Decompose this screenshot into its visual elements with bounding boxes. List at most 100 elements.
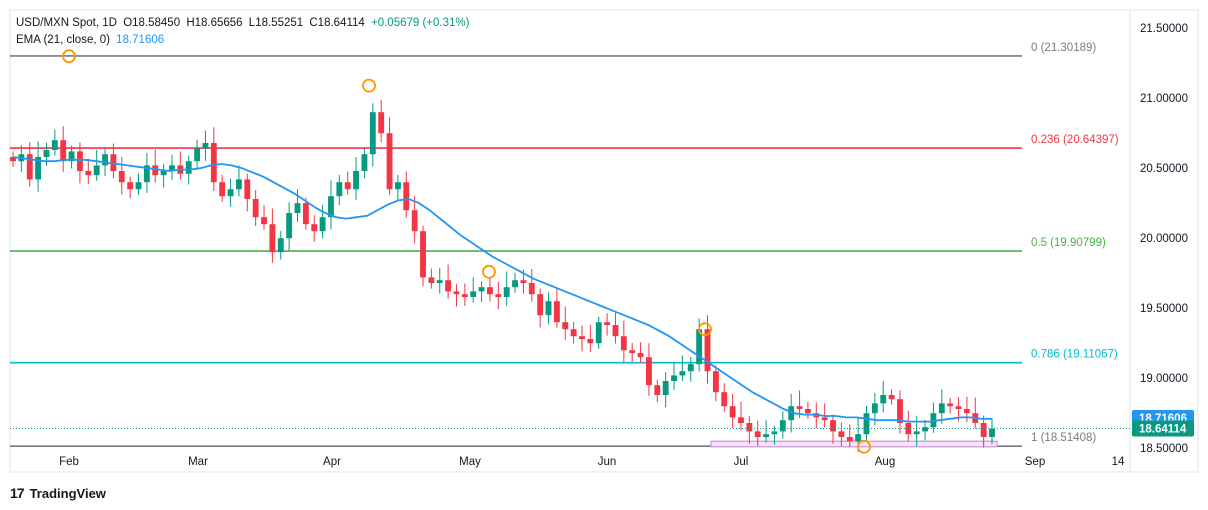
candle-body: [386, 133, 393, 190]
candle-body: [704, 329, 711, 372]
candle-body: [194, 148, 201, 162]
candle-body: [671, 375, 677, 381]
candle-body: [43, 150, 50, 157]
candle-body: [553, 301, 560, 323]
candle-body: [746, 423, 753, 432]
ema-label[interactable]: EMA (21, close, 0): [16, 34, 110, 46]
candle-body: [428, 277, 435, 283]
candle-body: [445, 280, 452, 292]
candle-body: [947, 403, 954, 407]
candle-body: [394, 182, 401, 190]
candle-body: [679, 371, 686, 376]
x-tick-label: Jun: [598, 456, 617, 468]
candle-body: [763, 434, 770, 437]
candle-body: [612, 325, 619, 337]
candle-body: [721, 392, 728, 407]
candle-body: [880, 395, 887, 404]
candle-body: [754, 431, 761, 437]
candle-body: [512, 280, 518, 288]
candle-body: [361, 154, 368, 171]
candle-body: [503, 287, 510, 297]
candle-body: [905, 423, 912, 435]
y-tick-label: 19.50000: [1140, 303, 1188, 315]
price-axis[interactable]: [1129, 9, 1199, 473]
candle-body: [286, 213, 293, 239]
candle-body: [662, 381, 669, 395]
swing-marker: [482, 264, 496, 279]
ema-value: 18.71606: [116, 34, 165, 46]
swing-marker: [362, 78, 376, 93]
candle-body: [738, 417, 744, 423]
candle-body: [570, 329, 577, 337]
high-value: H18.65656: [186, 17, 243, 29]
candle-body: [562, 322, 569, 330]
candle-body: [654, 385, 661, 395]
change-value: +0.05679 (+0.31%): [371, 17, 470, 29]
candle-body: [712, 371, 719, 393]
candle-body: [420, 231, 426, 278]
candle-body: [235, 179, 242, 190]
symbol-label[interactable]: USD/MXN Spot, 1D: [16, 17, 117, 29]
candle-body: [10, 157, 16, 162]
candle-body: [336, 182, 343, 197]
candle-body: [495, 294, 502, 297]
candle-body: [277, 238, 284, 253]
brand-name: TradingView: [29, 485, 106, 501]
candle-body: [779, 420, 786, 432]
candle-body: [989, 428, 995, 437]
tradingview-logo-icon: 17: [10, 485, 25, 501]
candle-body: [579, 336, 585, 339]
x-tick-label: Mar: [188, 456, 208, 468]
candle-body: [160, 171, 167, 176]
candle-body: [470, 291, 477, 297]
candle-body: [537, 294, 544, 316]
candle-body: [478, 287, 485, 292]
candle-body: [804, 409, 811, 414]
candle-body: [35, 157, 42, 180]
last-price-tag: [1132, 420, 1194, 437]
candle-body: [771, 431, 778, 435]
x-tick-label: Aug: [875, 456, 895, 468]
candle-body: [244, 179, 251, 199]
candle-body: [637, 353, 644, 358]
x-tick-label: Feb: [59, 456, 79, 468]
open-value: O18.58450: [123, 17, 181, 29]
swing-marker: [857, 439, 871, 454]
candle-body: [378, 112, 385, 134]
candle-body: [353, 171, 359, 190]
candle-body: [897, 399, 903, 423]
candle-body: [51, 140, 58, 150]
candle-body: [888, 395, 895, 400]
x-tick-label: Apr: [323, 456, 341, 468]
candle-body: [169, 165, 175, 171]
y-tick-label: 18.50000: [1140, 443, 1188, 455]
candle-body: [604, 322, 611, 325]
candle-body: [830, 420, 836, 432]
fib-label: 0.786 (19.11067): [1031, 349, 1118, 361]
candle-body: [620, 336, 627, 351]
candle-body: [436, 280, 443, 283]
candle-body: [152, 165, 159, 176]
x-tick-label: May: [459, 456, 481, 468]
tradingview-brand[interactable]: 17 TradingView: [10, 485, 106, 501]
candle-body: [461, 294, 468, 297]
candle-body: [922, 427, 928, 432]
candle-body: [696, 329, 703, 365]
candle-body: [980, 423, 987, 437]
x-tick-label: Jul: [734, 456, 749, 468]
candle-body: [796, 406, 803, 409]
candle-body: [328, 196, 334, 218]
close-value: C18.64114: [309, 17, 365, 29]
candle-body: [687, 364, 694, 372]
swing-marker: [698, 322, 712, 337]
candle-body: [102, 154, 108, 166]
candle-body: [629, 350, 636, 353]
fib-label: 1 (18.51408): [1031, 432, 1096, 444]
candle-body: [587, 339, 594, 344]
candle-body: [135, 182, 142, 190]
candle-body: [487, 287, 493, 295]
candle-body: [269, 224, 276, 253]
candle-body: [453, 291, 460, 295]
